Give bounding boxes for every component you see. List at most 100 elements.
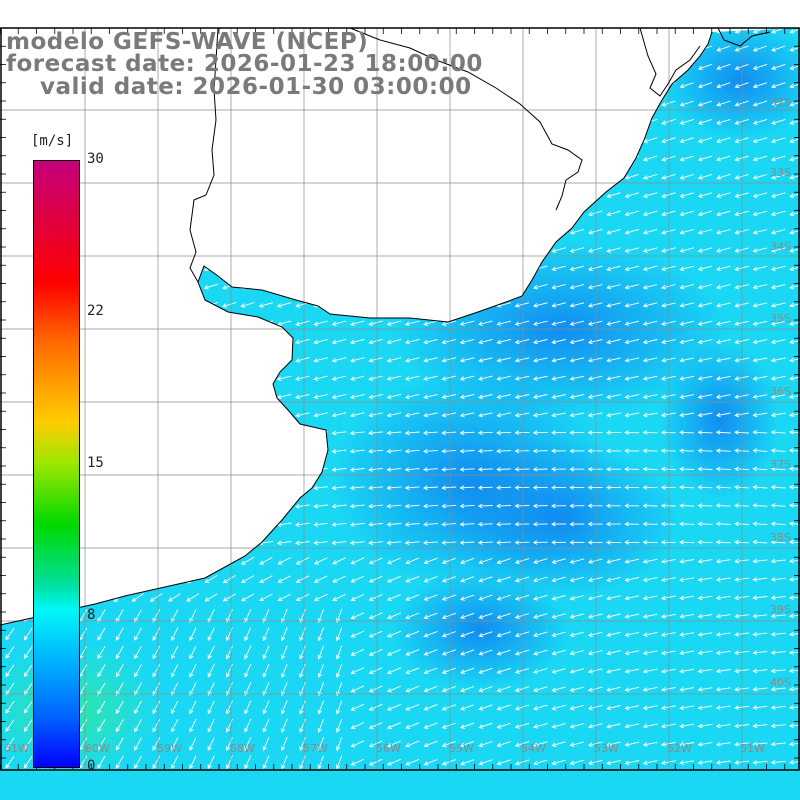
wind-arrow [752,302,768,308]
wind-arrow [789,247,800,253]
wind-arrow [697,302,713,308]
wind-arrow [606,394,621,400]
wind-arrow [115,755,124,769]
wind-arrow [423,393,438,400]
wind-arrow [679,430,695,435]
wind-arrow [460,722,475,729]
wind-arrow [368,667,383,675]
wind-arrow [569,704,585,711]
wind-arrow [423,722,438,729]
wind-arrow [225,718,233,733]
wind-arrow [422,430,438,436]
wind-arrow [679,265,695,272]
wind-arrow [551,704,566,711]
lat-label-35: 35S [770,312,791,325]
wind-arrow [368,448,384,454]
wind-arrow [716,155,731,162]
wind-arrow [770,595,786,601]
wind-arrow [624,320,640,326]
wind-arrow [335,627,343,642]
wind-arrow [496,448,512,454]
wind-arrow [679,339,694,345]
wind-arrow [715,265,731,272]
wind-arrow [752,45,768,52]
wind-arrow [5,701,15,714]
wind-arrow [752,503,768,508]
wind-arrow [551,594,566,601]
wind-arrow [697,632,713,637]
wind-arrow [752,320,768,326]
wind-arrow [770,357,786,363]
wind-arrow [679,539,695,545]
wind-arrow [441,467,457,472]
colorbar-tick-15: 15 [87,455,104,471]
wind-arrow [715,247,731,253]
lon-label-61: 61W [4,742,29,755]
wind-arrow [770,686,786,692]
wind-arrow [299,737,306,752]
wind-arrow [244,718,252,733]
wind-arrow [496,375,512,381]
wind-arrow [317,682,325,697]
wind-arrow [262,682,270,697]
wind-arrow [23,682,33,696]
wind-arrow [204,593,218,602]
wind-arrow [789,155,800,162]
wind-arrow [459,412,475,418]
wind-arrow [788,613,800,619]
wind-arrow [716,173,731,180]
wind-arrow [313,503,329,509]
wind-arrow [569,558,585,564]
wind-arrow [532,302,548,308]
wind-arrow [533,649,548,656]
wind-arrow [679,760,695,765]
wind-arrow [299,627,306,642]
wind-arrow [313,320,329,327]
wind-arrow [551,558,566,564]
wind-arrow [317,663,325,678]
wind-arrow [587,558,603,564]
wind-arrow [225,755,233,770]
wind-arrow [280,663,288,678]
wind-arrow [569,741,585,747]
wind-arrow [459,485,475,491]
wind-arrow [715,705,731,710]
wind-arrow [551,375,566,381]
wind-arrow [317,700,325,715]
wind-arrow [679,173,694,180]
wind-arrow [788,577,800,582]
wind-arrow [752,375,768,381]
wind-arrow [386,703,401,711]
wind-arrow [313,393,329,400]
wind-arrow [189,737,197,751]
lon-label-53: 53W [594,742,619,755]
wind-arrow [404,338,420,345]
wind-arrow [115,664,124,678]
wind-arrow [770,412,786,418]
wind-arrow [189,627,197,642]
wind-arrow [679,192,694,198]
wind-arrow [587,284,603,290]
wind-arrow [460,667,475,674]
wind-arrow [276,302,292,308]
wind-arrow [716,45,731,52]
wind-arrow [551,686,566,693]
wind-arrow [752,137,768,144]
wind-arrow [349,485,365,491]
wind-arrow [441,412,457,418]
wind-arrow [642,339,658,345]
wind-arrow [789,320,800,326]
wind-arrow [788,466,800,472]
wind-arrow [588,210,603,217]
wind-arrow [496,430,512,436]
wind-arrow [459,522,475,527]
lon-label-51: 51W [740,742,765,755]
wind-arrow [770,137,786,144]
wind-arrow [349,540,365,546]
wind-arrow [697,394,713,400]
wind-arrow [386,612,401,620]
wind-arrow [605,540,621,545]
wind-arrow [679,375,695,381]
wind-arrow [771,100,786,107]
wind-arrow [789,302,800,308]
